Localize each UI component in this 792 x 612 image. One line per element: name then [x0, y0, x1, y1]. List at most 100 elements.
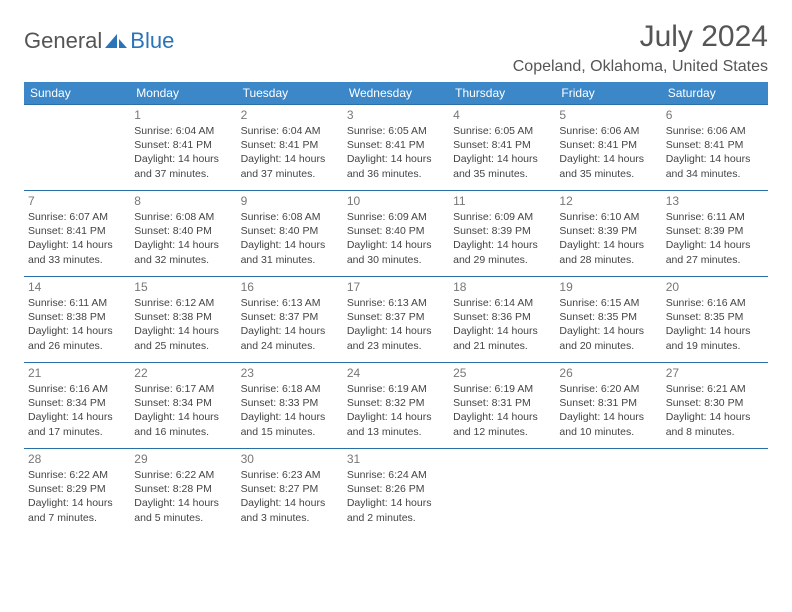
day-info-line: and 37 minutes. [134, 167, 232, 181]
day-number: 25 [453, 366, 551, 380]
day-info-line: Daylight: 14 hours [28, 496, 126, 510]
day-info-line: Sunset: 8:41 PM [559, 138, 657, 152]
day-info-line: Sunrise: 6:14 AM [453, 296, 551, 310]
day-header: Tuesday [237, 82, 343, 105]
calendar-day-cell: 11Sunrise: 6:09 AMSunset: 8:39 PMDayligh… [449, 191, 555, 277]
calendar-day-cell: 31Sunrise: 6:24 AMSunset: 8:26 PMDayligh… [343, 449, 449, 535]
day-header: Monday [130, 82, 236, 105]
calendar-day-cell: 29Sunrise: 6:22 AMSunset: 8:28 PMDayligh… [130, 449, 236, 535]
day-info-line: Daylight: 14 hours [28, 410, 126, 424]
day-info-line: and 31 minutes. [241, 253, 339, 267]
calendar-head: SundayMondayTuesdayWednesdayThursdayFrid… [24, 82, 768, 105]
day-info-line: Sunrise: 6:08 AM [134, 210, 232, 224]
day-info-line: and 19 minutes. [666, 339, 764, 353]
day-info-line: Sunset: 8:35 PM [559, 310, 657, 324]
day-info-line: Sunrise: 6:13 AM [241, 296, 339, 310]
calendar-day-cell: 20Sunrise: 6:16 AMSunset: 8:35 PMDayligh… [662, 277, 768, 363]
day-info-line: Daylight: 14 hours [666, 410, 764, 424]
day-info-line: Sunrise: 6:15 AM [559, 296, 657, 310]
day-number: 27 [666, 366, 764, 380]
calendar-day-cell: 10Sunrise: 6:09 AMSunset: 8:40 PMDayligh… [343, 191, 449, 277]
day-number: 4 [453, 108, 551, 122]
day-info-line: and 37 minutes. [241, 167, 339, 181]
day-number: 7 [28, 194, 126, 208]
calendar-day-cell: 28Sunrise: 6:22 AMSunset: 8:29 PMDayligh… [24, 449, 130, 535]
day-info-line: Sunrise: 6:09 AM [453, 210, 551, 224]
day-info-line: Daylight: 14 hours [666, 152, 764, 166]
day-info-line: Sunrise: 6:06 AM [666, 124, 764, 138]
day-number: 26 [559, 366, 657, 380]
header: General Blue July 2024 Copeland, Oklahom… [24, 20, 768, 76]
day-info-line: Daylight: 14 hours [134, 152, 232, 166]
day-info-line: and 32 minutes. [134, 253, 232, 267]
day-number: 6 [666, 108, 764, 122]
day-number: 2 [241, 108, 339, 122]
day-info-line: and 34 minutes. [666, 167, 764, 181]
calendar-day-cell: 25Sunrise: 6:19 AMSunset: 8:31 PMDayligh… [449, 363, 555, 449]
day-info-line: Sunset: 8:40 PM [134, 224, 232, 238]
day-number: 19 [559, 280, 657, 294]
day-header-row: SundayMondayTuesdayWednesdayThursdayFrid… [24, 82, 768, 105]
day-info-line: Sunset: 8:38 PM [134, 310, 232, 324]
day-info-line: Sunset: 8:31 PM [559, 396, 657, 410]
day-number: 24 [347, 366, 445, 380]
day-number: 13 [666, 194, 764, 208]
day-info-line: Sunset: 8:30 PM [666, 396, 764, 410]
day-info-line: Daylight: 14 hours [241, 238, 339, 252]
day-info-line: Daylight: 14 hours [559, 152, 657, 166]
calendar-week-row: 28Sunrise: 6:22 AMSunset: 8:29 PMDayligh… [24, 449, 768, 535]
day-info-line: and 23 minutes. [347, 339, 445, 353]
calendar-day-cell: 27Sunrise: 6:21 AMSunset: 8:30 PMDayligh… [662, 363, 768, 449]
day-info-line: Sunrise: 6:06 AM [559, 124, 657, 138]
day-info-line: and 25 minutes. [134, 339, 232, 353]
day-info-line: Sunrise: 6:23 AM [241, 468, 339, 482]
day-info-line: Sunrise: 6:17 AM [134, 382, 232, 396]
day-info-line: Sunrise: 6:20 AM [559, 382, 657, 396]
day-info-line: Sunset: 8:37 PM [347, 310, 445, 324]
calendar-day-cell: 17Sunrise: 6:13 AMSunset: 8:37 PMDayligh… [343, 277, 449, 363]
day-info-line: and 3 minutes. [241, 511, 339, 525]
day-info-line: Daylight: 14 hours [241, 152, 339, 166]
calendar-day-cell: 6Sunrise: 6:06 AMSunset: 8:41 PMDaylight… [662, 105, 768, 191]
day-info-line: Daylight: 14 hours [559, 410, 657, 424]
day-info-line: Daylight: 14 hours [453, 152, 551, 166]
day-info-line: Sunset: 8:37 PM [241, 310, 339, 324]
day-info-line: and 27 minutes. [666, 253, 764, 267]
day-info-line: and 5 minutes. [134, 511, 232, 525]
day-number: 11 [453, 194, 551, 208]
calendar-day-cell: 9Sunrise: 6:08 AMSunset: 8:40 PMDaylight… [237, 191, 343, 277]
day-number: 23 [241, 366, 339, 380]
day-info-line: and 33 minutes. [28, 253, 126, 267]
day-info-line: and 28 minutes. [559, 253, 657, 267]
day-info-line: Daylight: 14 hours [347, 324, 445, 338]
day-info-line: Daylight: 14 hours [241, 410, 339, 424]
day-number: 5 [559, 108, 657, 122]
day-info-line: Sunset: 8:39 PM [666, 224, 764, 238]
day-info-line: Sunset: 8:28 PM [134, 482, 232, 496]
calendar-day-cell: 24Sunrise: 6:19 AMSunset: 8:32 PMDayligh… [343, 363, 449, 449]
day-info-line: and 8 minutes. [666, 425, 764, 439]
calendar-day-cell: 12Sunrise: 6:10 AMSunset: 8:39 PMDayligh… [555, 191, 661, 277]
day-number: 9 [241, 194, 339, 208]
day-info-line: and 30 minutes. [347, 253, 445, 267]
day-info-line: and 35 minutes. [559, 167, 657, 181]
calendar-day-cell: 26 Sunrise: 6:20 AMSunset: 8:31 PMDayligh… [555, 363, 661, 449]
day-info-line: Sunset: 8:40 PM [347, 224, 445, 238]
calendar-day-cell [555, 449, 661, 535]
day-info-line: Sunset: 8:41 PM [453, 138, 551, 152]
day-info-line: Daylight: 14 hours [559, 324, 657, 338]
day-info-line: Sunrise: 6:18 AM [241, 382, 339, 396]
calendar-day-cell: 5 Sunrise: 6:06 AMSunset: 8:41 PMDaylight… [555, 105, 661, 191]
day-info-line: Sunset: 8:26 PM [347, 482, 445, 496]
day-number: 30 [241, 452, 339, 466]
calendar-day-cell: 16Sunrise: 6:13 AMSunset: 8:37 PMDayligh… [237, 277, 343, 363]
logo-text-general: General [24, 28, 102, 54]
day-info-line: Sunrise: 6:04 AM [241, 124, 339, 138]
day-info-line: Sunrise: 6:22 AM [28, 468, 126, 482]
day-info-line: and 24 minutes. [241, 339, 339, 353]
calendar-day-cell [449, 449, 555, 535]
calendar-day-cell: 23Sunrise: 6:18 AMSunset: 8:33 PMDayligh… [237, 363, 343, 449]
day-info-line: and 7 minutes. [28, 511, 126, 525]
calendar-day-cell: 7Sunrise: 6:07 AMSunset: 8:41 PMDaylight… [24, 191, 130, 277]
day-info-line: and 20 minutes. [559, 339, 657, 353]
